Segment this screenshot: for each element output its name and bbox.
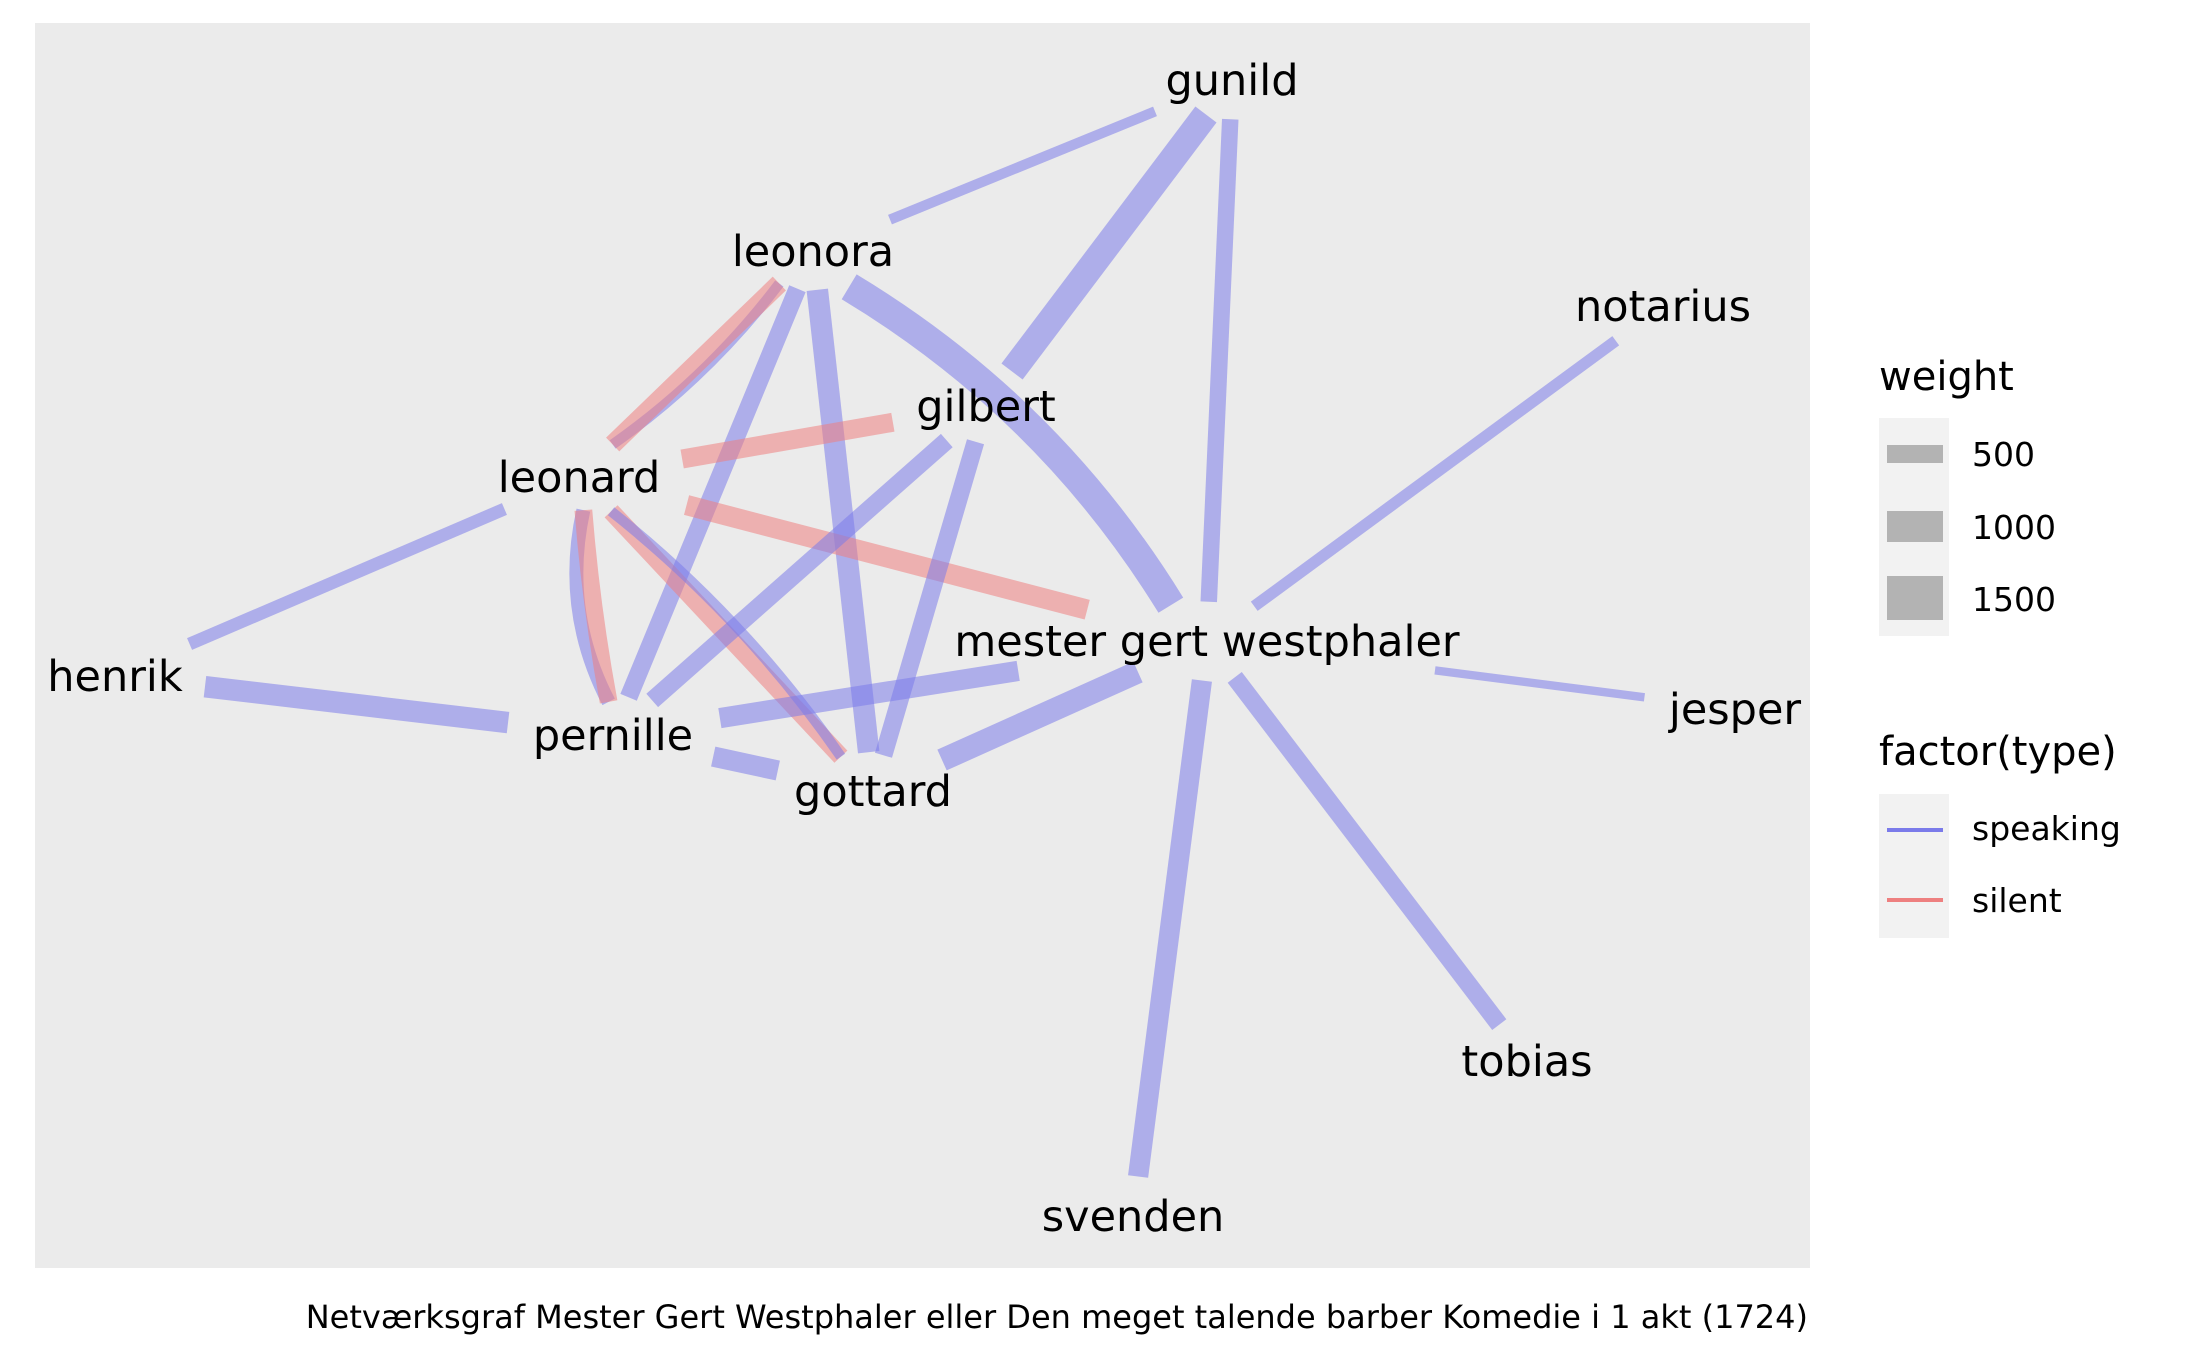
legend-type-label-silent: silent bbox=[1972, 881, 2062, 920]
edge-henrik-pernille-speaking bbox=[203, 675, 510, 734]
legend-type-key-bg bbox=[1879, 794, 1949, 938]
edge-mester-jesper-speaking bbox=[1434, 666, 1645, 702]
edge-mester-notarius-speaking bbox=[1250, 336, 1620, 611]
legend-weight-swatch-500 bbox=[1887, 445, 1943, 463]
edge-leonora-mester-speaking bbox=[841, 274, 1184, 613]
legend-type-title: factor(type) bbox=[1879, 729, 2117, 775]
edge-leonard-mester-silent bbox=[684, 495, 1090, 620]
node-label-leonora: leonora bbox=[732, 227, 894, 277]
edge-mester-svenden-speaking bbox=[1128, 679, 1212, 1178]
edges bbox=[187, 106, 1645, 1178]
edge-leonora-gunild-speaking bbox=[888, 106, 1157, 225]
node-label-gunild: gunild bbox=[1166, 56, 1299, 106]
edge-gilbert-gottard-speaking bbox=[874, 439, 985, 758]
edge-leonard-pernille-silent bbox=[574, 509, 618, 704]
edge-gottard-mester-speaking bbox=[937, 661, 1143, 771]
legend-weight-swatch-1500 bbox=[1887, 576, 1943, 620]
edge-leonora-pernille-speaking bbox=[620, 285, 806, 701]
edge-pernille-mester-speaking bbox=[718, 660, 1020, 729]
legend-weight-label-1000: 1000 bbox=[1972, 508, 2056, 547]
legend-type: factor(type) speaking silent bbox=[1879, 729, 2121, 938]
legend-weight-label-1500: 1500 bbox=[1972, 580, 2056, 619]
node-labels: gunild leonora notarius gilbert leonard meste… bbox=[47, 56, 1801, 1242]
node-label-svenden: svenden bbox=[1042, 1192, 1225, 1242]
node-label-leonard: leonard bbox=[498, 453, 661, 503]
node-label-jesper: jesper bbox=[1668, 685, 1802, 735]
legend-weight-swatch-1000 bbox=[1887, 511, 1943, 542]
node-label-gottard: gottard bbox=[794, 767, 952, 817]
legend-weight: weight 500 1000 1500 bbox=[1879, 354, 2056, 636]
edge-mester-tobias-speaking bbox=[1227, 672, 1507, 1030]
edge-pernille-gottard-speaking bbox=[711, 746, 780, 781]
node-label-gilbert: gilbert bbox=[916, 382, 1055, 432]
edge-mester-gunild-speaking bbox=[1200, 118, 1239, 603]
legend-weight-label-500: 500 bbox=[1972, 435, 2035, 474]
node-label-mester: mester gert westphaler bbox=[954, 617, 1460, 667]
edge-leonard-gilbert-silent bbox=[680, 412, 895, 469]
edge-leonora-leonard-silent bbox=[606, 276, 786, 452]
legend-type-label-speaking: speaking bbox=[1972, 809, 2121, 848]
node-label-notarius: notarius bbox=[1575, 282, 1751, 332]
caption: Netværksgraf Mester Gert Westphaler elle… bbox=[306, 1298, 1808, 1336]
legend-weight-title: weight bbox=[1879, 354, 2014, 400]
edge-leonard-henrik-speaking bbox=[187, 503, 507, 650]
edge-gilbert-pernille-speaking bbox=[646, 433, 953, 708]
node-label-pernille: pernille bbox=[533, 711, 693, 761]
node-label-henrik: henrik bbox=[47, 652, 183, 702]
edge-gilbert-gunild-speaking bbox=[1001, 106, 1217, 380]
node-label-tobias: tobias bbox=[1461, 1037, 1592, 1087]
